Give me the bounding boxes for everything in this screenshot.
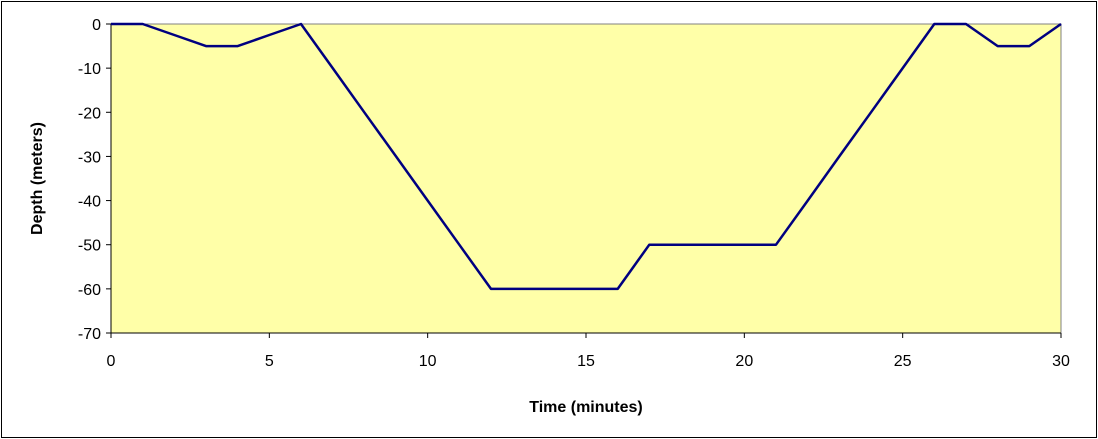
y-tick-label: -70 bbox=[78, 326, 101, 343]
y-tick-label: 0 bbox=[92, 17, 101, 34]
x-tick-label: 15 bbox=[577, 353, 595, 370]
y-tick-label: -50 bbox=[78, 238, 101, 255]
x-tick-label: 10 bbox=[419, 353, 437, 370]
x-tick-label: 20 bbox=[735, 353, 753, 370]
x-tick-label: 0 bbox=[107, 353, 116, 370]
y-tick-label: -30 bbox=[78, 149, 101, 166]
y-axis-title: Depth (meters) bbox=[29, 122, 46, 235]
series-line bbox=[111, 22, 1062, 291]
y-tick-label: -40 bbox=[78, 194, 101, 211]
plot-area bbox=[110, 23, 1062, 334]
x-tick-label: 25 bbox=[894, 353, 912, 370]
y-tick-label: -20 bbox=[78, 105, 101, 122]
x-axis-title: Time (minutes) bbox=[529, 399, 643, 416]
x-tick-label: 5 bbox=[265, 353, 274, 370]
axis-ticks: 0 -10 -20 -30 -40 -50 -60 -70 0 5 10 15 20 25 30 bbox=[78, 17, 1070, 370]
y-tick-label: -60 bbox=[78, 282, 101, 299]
y-tick-label: -10 bbox=[78, 61, 101, 78]
x-tick-label: 30 bbox=[1052, 353, 1070, 370]
